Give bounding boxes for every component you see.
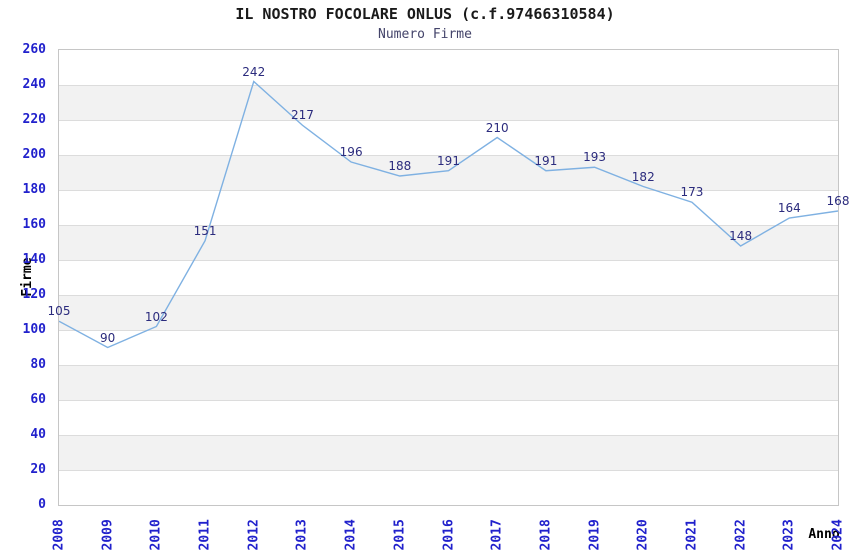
chart-title: IL NOSTRO FOCOLARE ONLUS (c.f.9746631058… [235, 5, 615, 23]
x-tick-label: 2019 [587, 519, 603, 551]
data-point-label: 188 [388, 159, 412, 173]
data-point-label: 90 [100, 330, 116, 345]
y-tick-label: 80 [30, 357, 46, 372]
gridline [59, 155, 838, 156]
plot-area [58, 49, 839, 506]
data-point-label: 191 [437, 153, 460, 168]
y-tick-label: 260 [22, 42, 46, 57]
x-tick-label: 2014 [343, 519, 359, 551]
y-tick-label: 40 [30, 427, 46, 442]
y-tick-label: 200 [22, 147, 46, 162]
plot-band [59, 225, 838, 260]
data-point-label: 164 [777, 201, 801, 215]
x-axis-title: Anno [808, 527, 840, 542]
gridline [59, 295, 838, 296]
data-point-label: 210 [485, 120, 509, 135]
data-point-label: 191 [534, 153, 558, 168]
gridline [59, 365, 838, 366]
gridline [59, 225, 838, 226]
gridline [59, 190, 838, 191]
gridline [59, 260, 838, 261]
y-tick-label: 160 [22, 217, 46, 232]
x-tick-label: 2009 [100, 519, 116, 551]
x-tick-label: 2018 [538, 519, 554, 551]
line-series [59, 80, 838, 349]
gridline [59, 435, 838, 436]
y-tick-label: 20 [30, 462, 46, 477]
plot-band [59, 155, 838, 190]
plot-band [59, 85, 838, 120]
data-point-label: 151 [193, 223, 217, 238]
y-tick-label: 220 [22, 112, 46, 127]
plot-band [59, 295, 838, 330]
x-tick-label: 2016 [441, 519, 456, 551]
data-point-label: 182 [631, 169, 655, 184]
x-tick-label: 2013 [294, 519, 310, 551]
x-tick-label: 2008 [51, 519, 67, 551]
gridline [59, 400, 838, 401]
x-tick-label: 2010 [148, 519, 164, 551]
data-point-label: 168 [826, 194, 850, 208]
y-tick-label: 140 [22, 252, 46, 267]
data-point-label: 102 [144, 309, 168, 324]
chart-subtitle: Numero Firme [378, 27, 472, 42]
x-tick-label: 2022 [733, 519, 749, 551]
x-tick-label: 2021 [684, 519, 700, 551]
y-tick-label: 180 [22, 182, 46, 197]
data-point-label: 217 [290, 108, 314, 123]
data-point-label: 148 [729, 229, 753, 243]
gridline [59, 120, 838, 121]
gridline [59, 330, 838, 331]
x-tick-label: 2015 [392, 519, 408, 551]
plot-band [59, 365, 838, 400]
data-point-label: 196 [339, 145, 363, 159]
gridline [59, 470, 838, 471]
x-tick-label: 2011 [197, 519, 213, 551]
x-tick-label: 2020 [635, 519, 651, 551]
data-point-label: 193 [583, 150, 607, 165]
x-tick-label: 2017 [489, 519, 505, 551]
y-tick-label: 100 [22, 322, 46, 337]
gridline [59, 85, 838, 86]
data-line [59, 80, 838, 349]
x-tick-label: 2012 [246, 519, 262, 551]
x-tick-label: 2023 [781, 519, 797, 551]
y-tick-label: 120 [22, 287, 46, 302]
data-point-label: 242 [242, 64, 266, 79]
y-tick-label: 60 [30, 392, 46, 407]
y-tick-label: 0 [38, 497, 46, 512]
data-point-label: 105 [47, 304, 71, 319]
data-point-label: 173 [680, 185, 704, 200]
x-tick-label: 2024 [830, 519, 846, 551]
y-tick-label: 240 [22, 77, 46, 92]
plot-band [59, 435, 838, 470]
